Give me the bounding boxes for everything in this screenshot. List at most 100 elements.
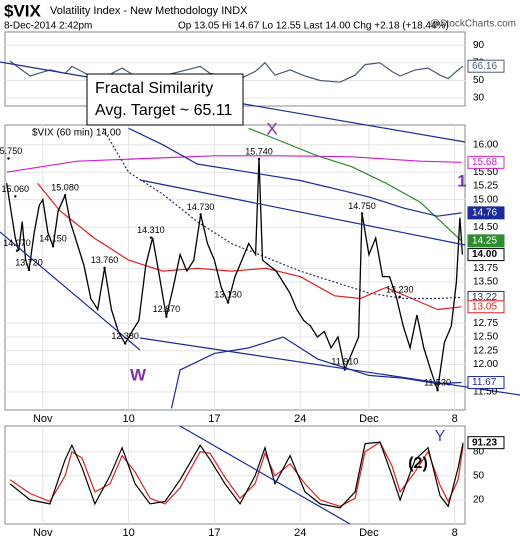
source: @StockCharts.com [430,19,516,30]
price-label: 15.080 [51,183,79,193]
bottom-panel [4,425,466,525]
y-tick-label: 15.50 [473,167,498,178]
plot [9,441,464,509]
value-flag [467,59,505,73]
overlay-line [248,127,463,242]
price-point [15,249,19,252]
price-label: 13.760 [91,255,119,265]
y-tick-label: 12.25 [473,345,498,356]
x-tick-label: Nov [33,527,53,539]
value-flag-label: 66.16 [472,61,497,72]
value-flag-label: 11.67 [472,377,497,388]
price-label: 15.740 [245,146,273,156]
price-point [123,342,127,345]
y-tick-label: 13.50 [473,277,498,288]
instrument-name: Volatility Index - New Methodology INDX [50,5,248,17]
x-tick-label: 24 [294,413,306,425]
y-tick-label: 12.75 [473,318,498,329]
wave-label: X [266,119,277,138]
value-flag [467,155,505,169]
value-flag-label: 15.68 [472,157,497,168]
quote: Op 13.05 Hi 14.67 Lo 12.55 Last 14.00 Ch… [178,21,449,32]
value-flag [467,206,505,220]
x-tick-label: 10 [122,413,134,425]
x-tick-label: 8 [452,527,458,539]
annotation-text: Fractal Similarity [95,80,213,97]
trendline [139,337,520,396]
value-flag [467,300,505,314]
price-point [436,389,439,392]
trendline [179,425,351,525]
value-flag-label: 14.76 [472,208,497,219]
price-point [63,194,67,197]
x-tick-label: 8 [452,413,458,425]
overlay-line [37,182,462,311]
price-point [199,213,202,216]
x-tick-label: 24 [294,527,306,539]
x-tick-label: 17 [208,527,220,539]
price-label: 11.530 [424,378,451,388]
price-point [27,268,31,272]
value-flag-label: 14.25 [472,236,497,247]
symbol: $VIX [4,1,42,20]
overlay-line [102,127,462,300]
price-label: 13.230 [386,284,414,294]
series-line [9,441,464,509]
y-tick-label: 80 [473,446,485,457]
value-flag [467,436,505,450]
y-tick-label: 15.25 [473,181,498,192]
y-tick-label: 20 [473,495,485,506]
y-tick-label: 12.00 [473,359,498,370]
price-point [398,295,401,299]
price-label: 14.750 [348,201,376,211]
price-label: 12.870 [153,304,181,314]
x-tick-label: Nov [33,413,53,425]
x-tick-label: 10 [122,527,134,539]
value-flag [467,234,505,248]
price-label: 13.720 [15,257,43,267]
price-point [7,157,10,160]
y-tick-label: 14.50 [473,222,498,233]
wave-label: 1 [457,171,466,190]
y-tick-label: 15.00 [473,194,498,205]
trendline [139,179,466,246]
x-tick-label: Dec [359,413,379,425]
y-tick-label: 16.00 [473,139,498,150]
annotations: 9070503066.1616.0015.5015.2515.0014.5013… [0,40,505,539]
wave-label: Y [435,428,446,445]
price-label: 12.380 [111,331,139,341]
y-tick-label: 50 [473,75,485,86]
value-flag-label: 91.23 [472,437,497,448]
price-label: 14.150 [39,234,67,244]
price-point [103,266,106,269]
price-point [226,301,230,304]
price-point [360,212,364,215]
wave-label: W [130,365,147,384]
value-flag [467,376,505,390]
legend: $VIX (60 min) 14.00 [32,128,121,139]
y-tick-label: 11.50 [473,387,498,398]
price-point [51,245,55,248]
y-tick-label: 50 [473,470,485,481]
annotation-box [86,73,244,126]
value-flag [467,248,505,262]
price-label: 11.910 [331,357,358,367]
price-point [257,157,261,161]
value-flag-label: 13.22 [472,292,497,303]
overlay-line [6,155,462,173]
y-tick-label: 12.50 [473,332,498,343]
y-tick-label: 30 [473,93,485,104]
value-flag-label: 14.00 [472,249,497,260]
price-label: 13.130 [214,290,242,300]
price-point [149,236,153,239]
y-tick-label: 90 [473,40,485,51]
x-tick-label: Dec [359,527,379,539]
price-point [165,315,168,318]
y-tick-label: 13.75 [473,263,498,274]
trendline [0,231,141,351]
price-point [14,195,17,198]
price-label: 15.060 [2,184,30,194]
annotation-text: Avg. Target ~ 65.11 [95,102,233,119]
main-panel [4,124,466,411]
